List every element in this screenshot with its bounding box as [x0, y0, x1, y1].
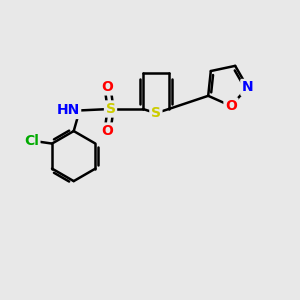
Text: O: O	[225, 99, 237, 113]
Text: N: N	[242, 80, 254, 94]
Text: HN: HN	[56, 103, 80, 117]
Text: O: O	[102, 80, 113, 94]
Text: S: S	[106, 102, 116, 116]
Text: Cl: Cl	[24, 134, 39, 148]
Text: S: S	[151, 106, 161, 120]
Text: O: O	[102, 124, 113, 138]
